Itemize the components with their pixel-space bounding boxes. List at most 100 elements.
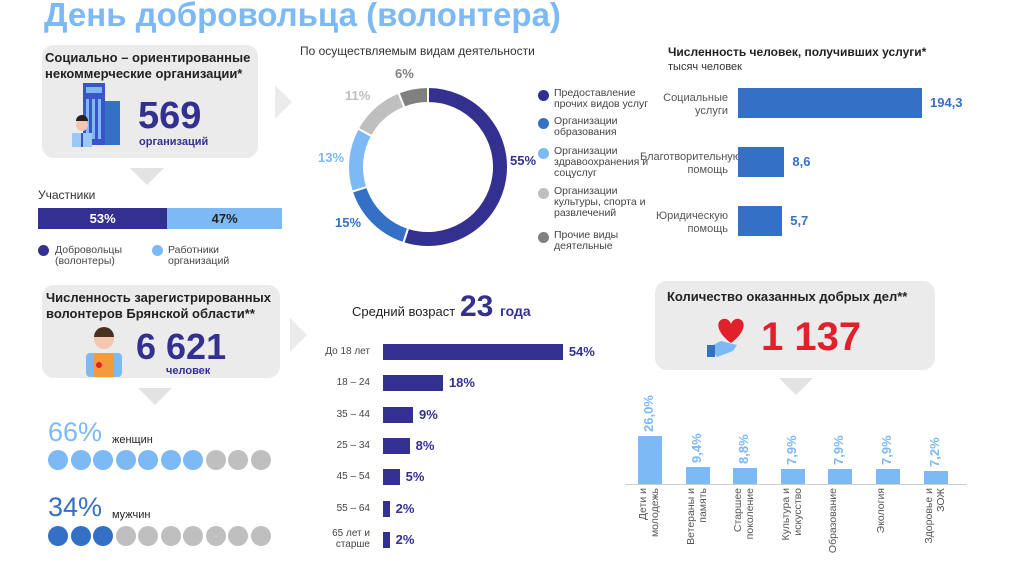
deeds-value: 9,4% [688, 432, 704, 463]
age-chart: До 18 лет 54% 18 – 24 18% 35 – 44 9% 25 – 34 8%… [305, 336, 625, 561]
legend-workers: Работники организаций [168, 244, 230, 267]
age-value-label: 9% [418, 406, 438, 422]
age-bar [383, 500, 390, 517]
dot [138, 450, 158, 470]
nko-card: Социально – ориентированные некоммерческ… [42, 45, 258, 158]
volunteers-title: Численность зарегистрированных волонтеро… [46, 290, 271, 321]
age-category: 65 лет и старше [332, 527, 370, 550]
volunteers-unit: человек [166, 365, 211, 377]
age-value-label: 2% [395, 500, 415, 516]
legend-dot [538, 148, 549, 159]
deeds-bar [876, 469, 900, 484]
deeds-value: 7,2% [926, 437, 942, 467]
age-category: 35 – 44 [336, 408, 370, 420]
arrow-down-icon [779, 378, 813, 395]
age-bar [383, 375, 443, 392]
deeds-category: Дети и молодежь [637, 488, 661, 538]
dot [138, 526, 158, 546]
heart-hand-icon [707, 318, 744, 357]
services-bar [738, 88, 922, 118]
participants-label: Участники [38, 188, 96, 202]
deeds-category: Старшее поколение [732, 488, 757, 540]
slice-label: 15% [335, 215, 361, 230]
legend-item: Организации образования [554, 115, 618, 138]
arrow-down-icon [130, 168, 164, 185]
donut-slice [347, 127, 374, 193]
deeds-value: 8,8% [736, 434, 752, 464]
nko-unit: организаций [139, 136, 209, 148]
services-title: Численность человек, получивших услуги* [668, 45, 927, 59]
age-value-label: 54% [568, 344, 595, 359]
slice-label: 11% [345, 88, 371, 103]
women-dots [48, 450, 273, 475]
services-bar [738, 147, 785, 177]
age-bar [383, 344, 563, 360]
dot [250, 526, 271, 546]
legend-dot [538, 118, 549, 129]
services-bar [738, 206, 783, 236]
slice-label: 55% [510, 153, 536, 168]
dot [205, 450, 226, 470]
age-title: Средний возраст [352, 304, 456, 319]
services-value: 8,6 [792, 154, 811, 169]
volunteers-card: Численность зарегистрированных волонтеро… [42, 285, 280, 378]
deeds-value: 7,9% [879, 435, 894, 466]
volunteer-person-icon [86, 327, 122, 377]
arrow-right-icon [275, 85, 292, 119]
good-deeds-chart: 26,0% Дети и молодежь 9,4% Ветераны и памят… [620, 390, 980, 568]
legend-dot [152, 245, 163, 256]
age-bar [383, 406, 413, 423]
arrow-right-icon [290, 318, 307, 352]
x-axis-line [625, 484, 967, 485]
legend-dot [538, 188, 549, 199]
age-bar [383, 437, 410, 454]
workers-segment: 47% [167, 208, 282, 229]
nko-title: Социально – ориентированные некоммерческ… [45, 50, 251, 81]
good-deeds-value: 1 137 [761, 315, 862, 359]
dot [160, 450, 181, 470]
participants-bar: 53% 47% [38, 208, 282, 229]
women-pct: 66% [48, 417, 103, 447]
dot [183, 526, 203, 546]
nko-value: 569 [138, 95, 202, 137]
age-bar [383, 531, 390, 548]
donut-chart: 55% 15% 13% 11% 6% [318, 66, 536, 248]
age-value-label: 8% [415, 437, 435, 453]
deeds-bar [780, 469, 805, 484]
legend-dot [38, 245, 49, 256]
deeds-category: Экология [875, 488, 887, 534]
deeds-bar [638, 435, 662, 484]
age-category: До 18 лет [325, 346, 370, 357]
dot [115, 526, 136, 546]
age-bar [383, 469, 400, 486]
dot [250, 450, 271, 470]
services-value: 5,7 [790, 213, 809, 228]
dot [115, 450, 136, 470]
legend-dot [538, 90, 549, 101]
deeds-bar [923, 470, 948, 484]
legend-volunteers: Добровольцы (волонтеры) [55, 244, 122, 267]
dot [228, 450, 248, 470]
age-category: 25 – 34 [336, 439, 370, 451]
legend-item: Организации культуры, спорта и развлечен… [554, 185, 646, 219]
deeds-bar [733, 467, 758, 484]
dot [48, 526, 68, 546]
age-value-label: 2% [395, 531, 415, 547]
services-chart: Социальные услуги 194,3 Благотворительную … [640, 80, 1010, 250]
age-value-label: 5% [405, 469, 425, 485]
good-deeds-card: Количество оказанных добрых дел** 1 137 [655, 281, 935, 370]
services-subtitle: тысяч человек [668, 61, 742, 73]
deeds-category: Культура и искусство [779, 488, 804, 541]
men-dots [48, 526, 273, 551]
dot [160, 526, 181, 546]
age-value: 23 [460, 290, 494, 323]
dot [48, 450, 68, 470]
services-value: 194,3 [930, 95, 963, 110]
deeds-value: 7,9% [831, 435, 847, 466]
donut-title: По осуществляемым видам деятельности [300, 44, 535, 58]
legend-item: Предоставление прочих видов услуг [554, 87, 649, 110]
men-label: мужчин [112, 509, 151, 521]
dot [183, 450, 203, 470]
deeds-value: 26,0% [641, 395, 656, 432]
dot [205, 526, 226, 546]
